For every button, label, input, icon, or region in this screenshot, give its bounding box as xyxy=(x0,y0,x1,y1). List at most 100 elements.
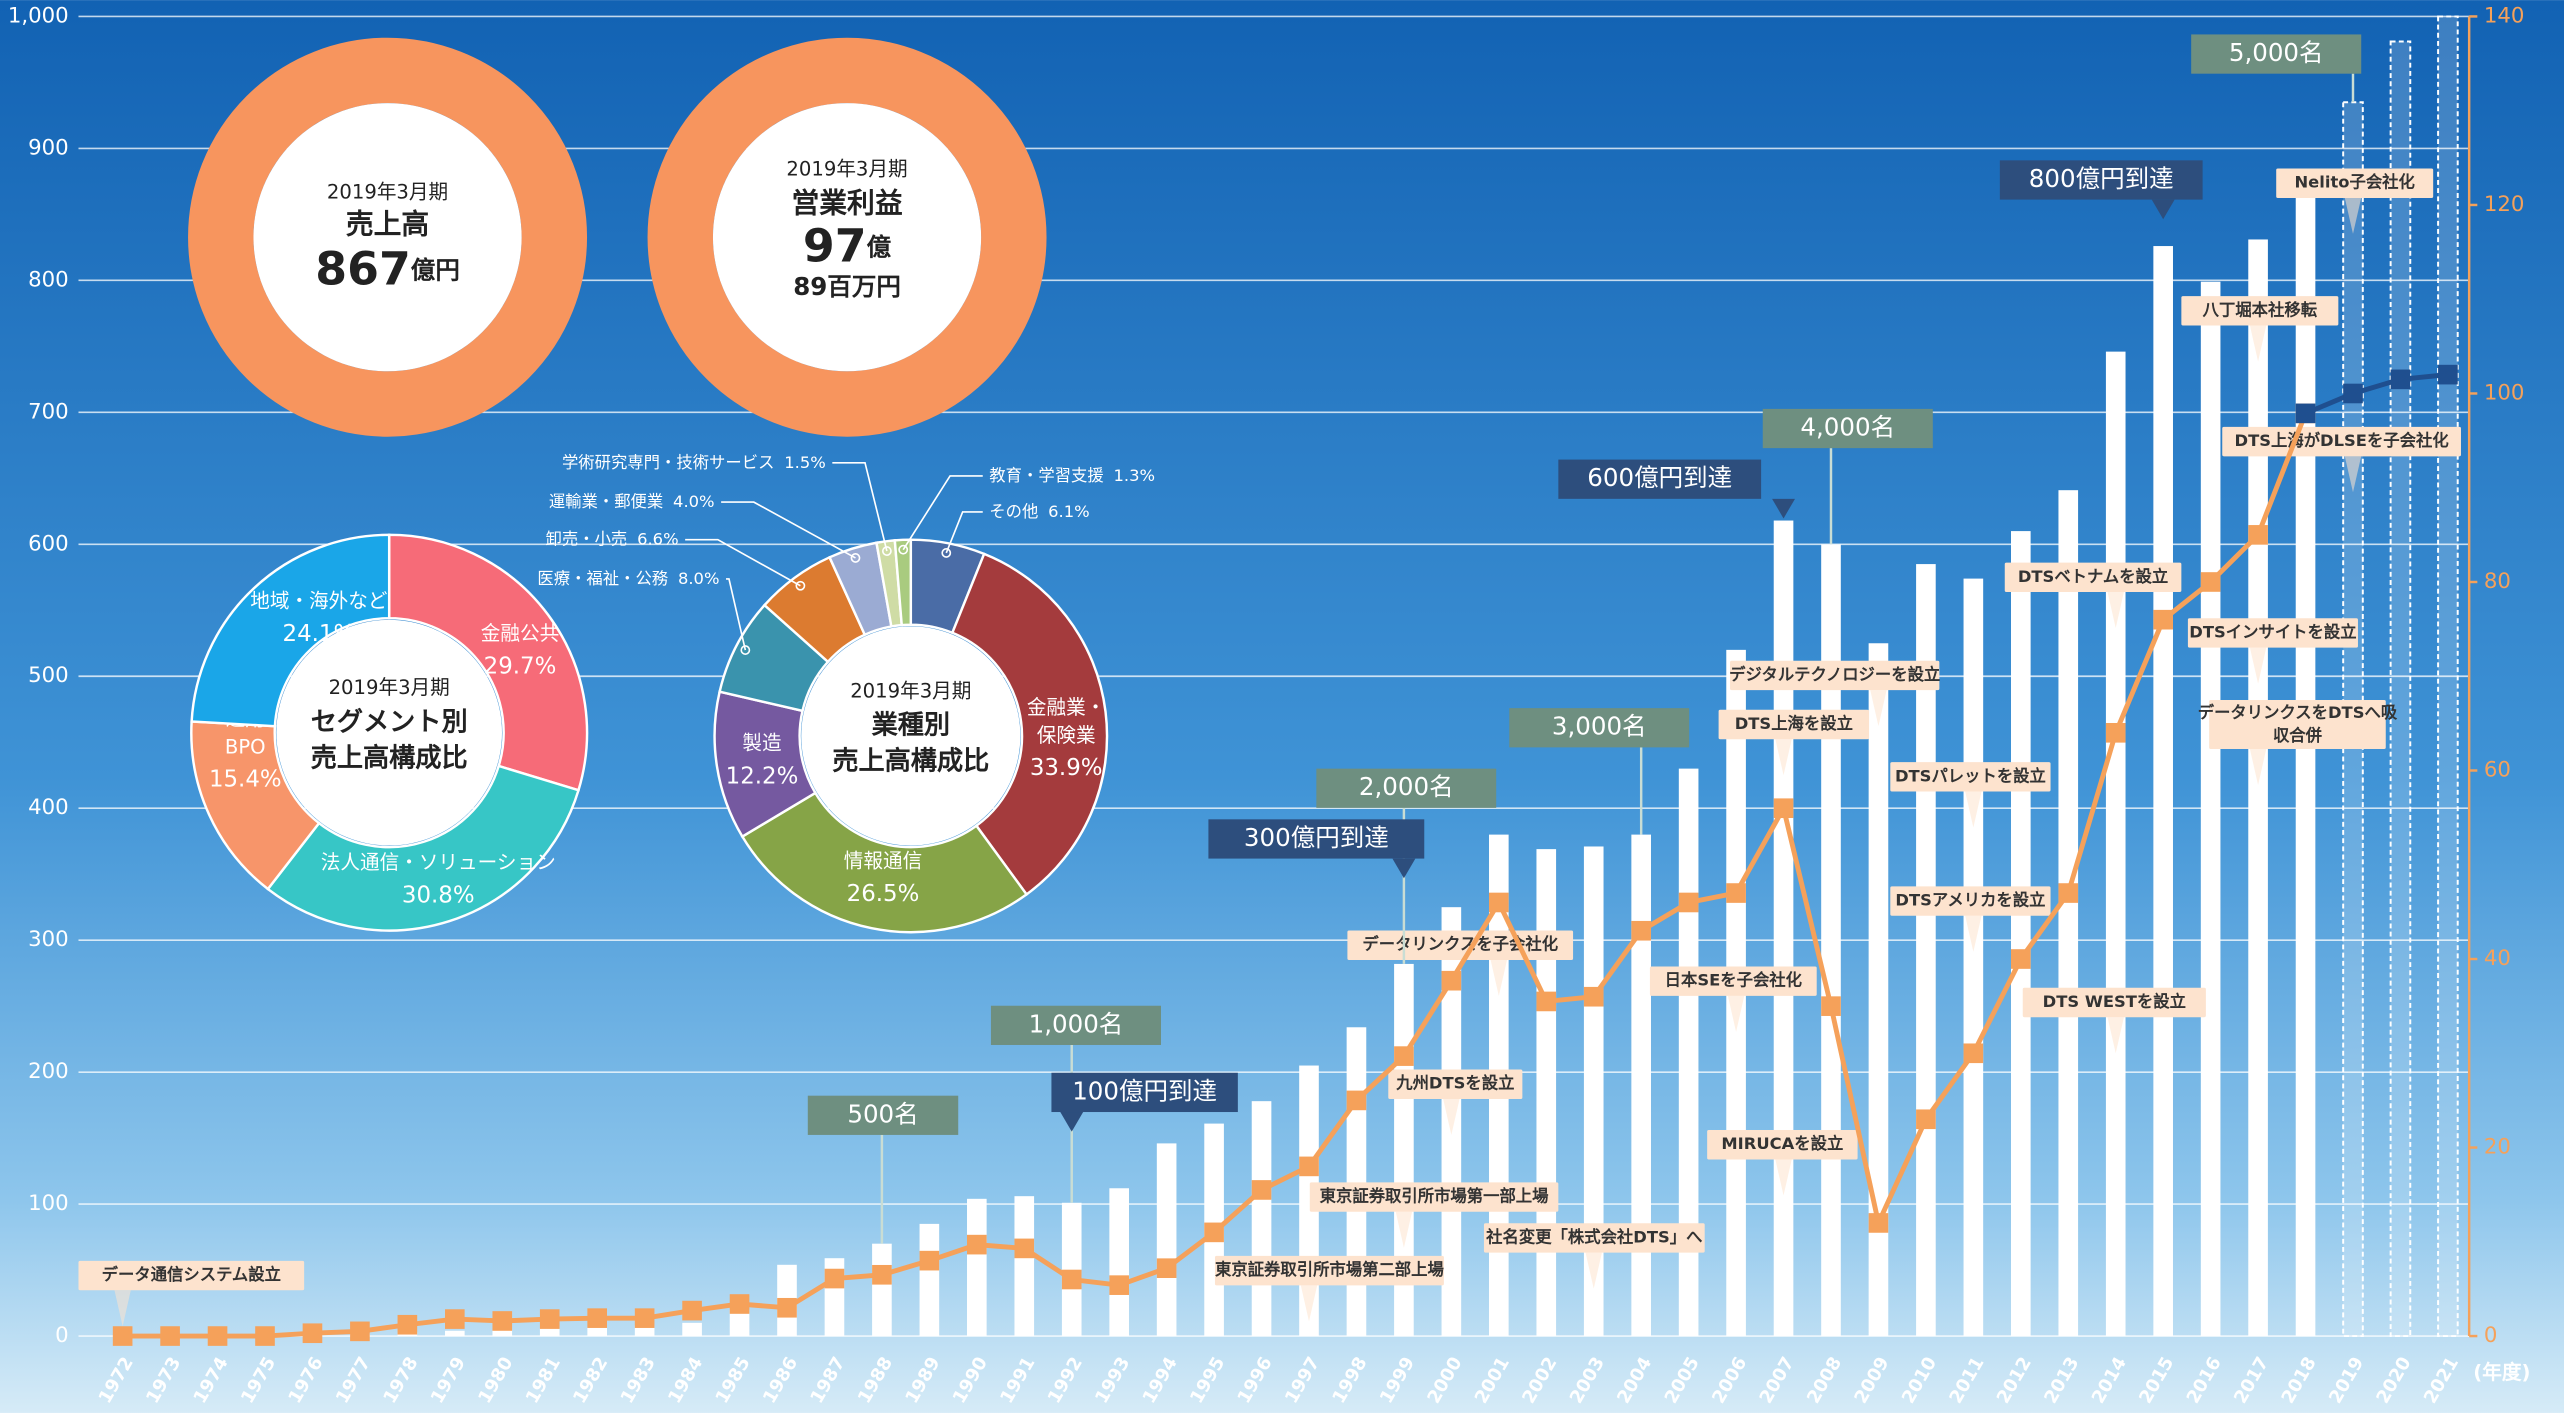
line-marker xyxy=(2343,383,2363,404)
line-marker xyxy=(1299,1156,1319,1177)
staff-milestone-label: 3,000名 xyxy=(1552,712,1647,741)
ring-unit: 億円 xyxy=(411,256,460,285)
donut-subtitle: 売上高構成比 xyxy=(832,746,989,777)
bar xyxy=(492,1329,513,1337)
slice-label-value: 1.3% xyxy=(1114,465,1156,484)
bar xyxy=(682,1322,702,1337)
bar xyxy=(2389,40,2412,1338)
donut-title: セグメント別 xyxy=(311,707,468,737)
donut-center xyxy=(801,626,1021,846)
donut-slice xyxy=(266,764,581,932)
line-marker xyxy=(729,1294,750,1314)
line-marker xyxy=(1014,1238,1035,1259)
line-marker xyxy=(112,1326,133,1346)
line-marker xyxy=(1773,798,1794,819)
slice-label-name: 運輸業・郵便業 xyxy=(549,492,663,511)
sales-milestone-pointer xyxy=(1060,1112,1084,1132)
event-label: デジタルテクノロジーを設立 xyxy=(1729,665,1940,684)
event-pointer xyxy=(2344,197,2362,234)
line-marker xyxy=(1441,970,1462,991)
line-marker xyxy=(1821,996,1841,1016)
event-pointer xyxy=(1965,791,1982,828)
line-marker xyxy=(207,1326,228,1346)
ring xyxy=(188,37,588,437)
bar xyxy=(1061,1202,1082,1337)
y2-tick-label: 40 xyxy=(2484,946,2511,971)
sales-milestone-pointer xyxy=(1392,858,1416,879)
event-pointer xyxy=(2107,1017,2124,1054)
ring-value-line: 867億円 xyxy=(315,242,460,295)
line-marker xyxy=(2295,403,2316,424)
event-label: 九州DTSを設立 xyxy=(1395,1074,1514,1093)
event-box xyxy=(2004,562,2182,593)
event-label: Nelito子会社化 xyxy=(2294,173,2415,192)
leader-line xyxy=(721,501,856,559)
ring-title: 売上高 xyxy=(346,208,429,241)
sales-milestone-pointer xyxy=(2151,199,2175,220)
bar xyxy=(1109,1188,1129,1337)
y2-tick-label: 20 xyxy=(2484,1135,2511,1160)
bar xyxy=(445,1330,465,1337)
y-tick-label: 900 xyxy=(28,135,69,160)
line-marker xyxy=(350,1321,370,1342)
event-label: DTS上海がDLSEを子会社化 xyxy=(2235,431,2450,450)
y-tick-label: 500 xyxy=(28,663,69,688)
bar xyxy=(1251,1101,1272,1337)
staff-milestone-label: 500名 xyxy=(847,1099,918,1128)
event-box xyxy=(2187,618,2358,648)
line-marker xyxy=(492,1311,513,1331)
event-pointer xyxy=(1727,995,1745,1032)
donut-slice xyxy=(387,533,589,792)
event-label: 八丁堀本社移転 xyxy=(2202,300,2318,319)
staff-milestone-box xyxy=(1509,708,1690,748)
slice-label: 製造 xyxy=(742,732,782,755)
line-marker xyxy=(919,1250,940,1271)
slice-label: その他 6.1% xyxy=(989,501,1089,520)
bar xyxy=(1773,520,1794,1337)
donut-slice xyxy=(740,791,1029,934)
ring-title: 営業利益 xyxy=(791,186,902,219)
bar xyxy=(729,1309,750,1337)
bar xyxy=(1963,578,1984,1337)
event-box xyxy=(78,1260,305,1291)
line-marker xyxy=(445,1309,465,1329)
event-box xyxy=(1730,660,1940,691)
slice-label: 地域・海外など xyxy=(250,589,388,612)
ring-period: 2019年3月期 xyxy=(786,158,907,181)
line-marker xyxy=(2153,609,2173,630)
ring-center xyxy=(712,103,982,372)
line-marker xyxy=(2011,949,2031,969)
slice-label: 学術研究専門・技術サービス 1.5% xyxy=(562,452,826,471)
bar xyxy=(587,1326,607,1337)
line-marker xyxy=(872,1264,892,1285)
slice-value: 29.7% xyxy=(484,654,557,680)
ring-unit: 億 xyxy=(867,233,892,262)
leader-dot xyxy=(795,580,806,591)
event-box xyxy=(1214,1255,1444,1286)
event-pointer xyxy=(1395,1211,1413,1248)
sales-milestone-label: 300億円到達 xyxy=(1244,823,1389,852)
line-marker xyxy=(1631,920,1651,941)
line-marker xyxy=(1583,986,1604,1007)
slice-label: 金融公共 xyxy=(481,622,559,645)
event-label: データ通信システム設立 xyxy=(102,1265,281,1284)
event-pointer xyxy=(1965,915,1982,952)
leader-line xyxy=(832,462,888,552)
slice-label-value: 8.0% xyxy=(678,568,720,587)
y2-tick-label: 0 xyxy=(2484,1323,2498,1348)
event-label: DTSベトナムを設立 xyxy=(2018,567,2168,586)
event-label: DTS上海を設立 xyxy=(1735,714,1853,733)
event-pointer xyxy=(2249,749,2267,785)
event-pointer xyxy=(2344,456,2362,493)
x-axis-label: (年度) xyxy=(2473,1361,2530,1384)
slice-value: 26.5% xyxy=(847,881,920,907)
y-tick-label: 0 xyxy=(55,1323,69,1348)
slice-label: 運輸業・郵便業 4.0% xyxy=(549,492,715,511)
line-marker xyxy=(397,1314,418,1335)
ring-center xyxy=(253,103,522,372)
leader-dot xyxy=(850,553,861,563)
ring xyxy=(647,37,1047,437)
staff-milestone-box xyxy=(807,1095,959,1135)
bar xyxy=(872,1243,892,1337)
